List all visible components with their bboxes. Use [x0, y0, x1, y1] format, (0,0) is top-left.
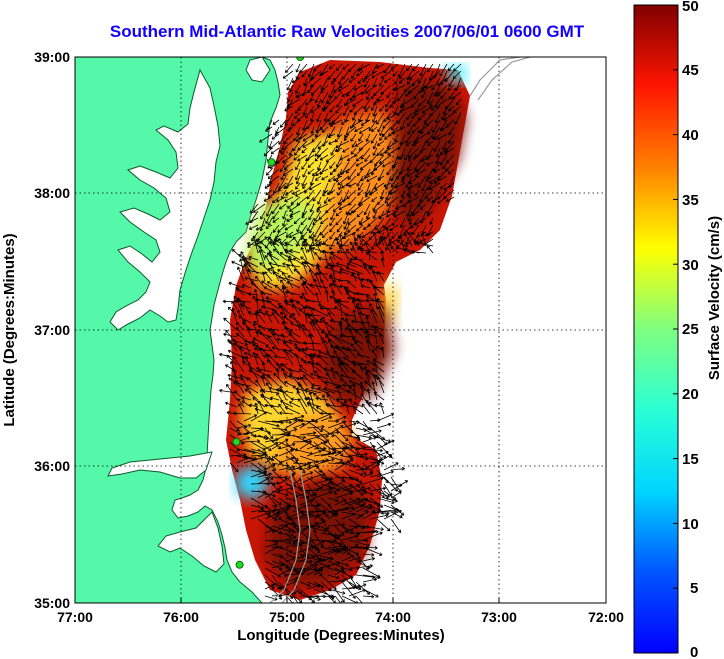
velocity-vectors — [219, 63, 462, 603]
bathymetry-contours — [269, 57, 531, 603]
y-tick-label: 35:00 — [34, 595, 70, 611]
y-tick-label: 37:00 — [34, 322, 70, 338]
colorbar-label: Surface Velocity (cm/s) — [706, 216, 723, 380]
colorbar-tick-label: 25 — [682, 321, 699, 338]
colorbar-tick-label: 30 — [682, 257, 699, 274]
pamlico-sound — [107, 451, 225, 573]
colorbar-tick-label: 20 — [682, 386, 699, 403]
x-tick-label: 74:00 — [375, 609, 411, 625]
colorbar-tick-label: 50 — [682, 0, 699, 15]
colorbar-tick-label: 45 — [682, 62, 699, 79]
x-ticks — [74, 598, 607, 603]
x-tick-label: 77:00 — [57, 609, 93, 625]
y-axis-label: Latitude (Degrees:Minutes) — [1, 233, 18, 426]
station-marker — [267, 158, 276, 167]
chart-title: Southern Mid-Atlantic Raw Velocities 200… — [109, 22, 585, 41]
colorbar-tick-label: 5 — [690, 580, 698, 597]
colorbar-tick-label: 15 — [682, 451, 699, 468]
y-tick-label: 39:00 — [34, 49, 70, 65]
x-axis-label: Longitude (Degrees:Minutes) — [237, 627, 445, 644]
colorbar-tick-label: 40 — [682, 127, 699, 144]
y-tick-label: 38:00 — [34, 185, 70, 201]
x-tick-label: 75:00 — [269, 609, 305, 625]
x-tick-label: 76:00 — [163, 609, 199, 625]
plot-frame — [74, 56, 607, 604]
grid-lines — [75, 57, 606, 603]
station-marker — [235, 560, 244, 569]
delaware-bay — [245, 57, 271, 83]
chesapeake-bay — [109, 68, 221, 331]
station-marker — [296, 57, 305, 61]
y-tick-label: 36:00 — [34, 458, 70, 474]
vector-arrows — [219, 63, 462, 603]
station-marker — [232, 437, 241, 446]
x-tick-label: 72:00 — [588, 609, 624, 625]
colorbar-tick-label: 35 — [682, 192, 699, 209]
colorbar-tick-label: 0 — [690, 644, 698, 659]
hf-radar-stations — [232, 57, 305, 569]
colorbar — [633, 4, 679, 654]
colorbar-ticks — [673, 4, 678, 589]
colorbar-tick-label: 10 — [682, 516, 699, 533]
x-tick-label: 73:00 — [481, 609, 517, 625]
